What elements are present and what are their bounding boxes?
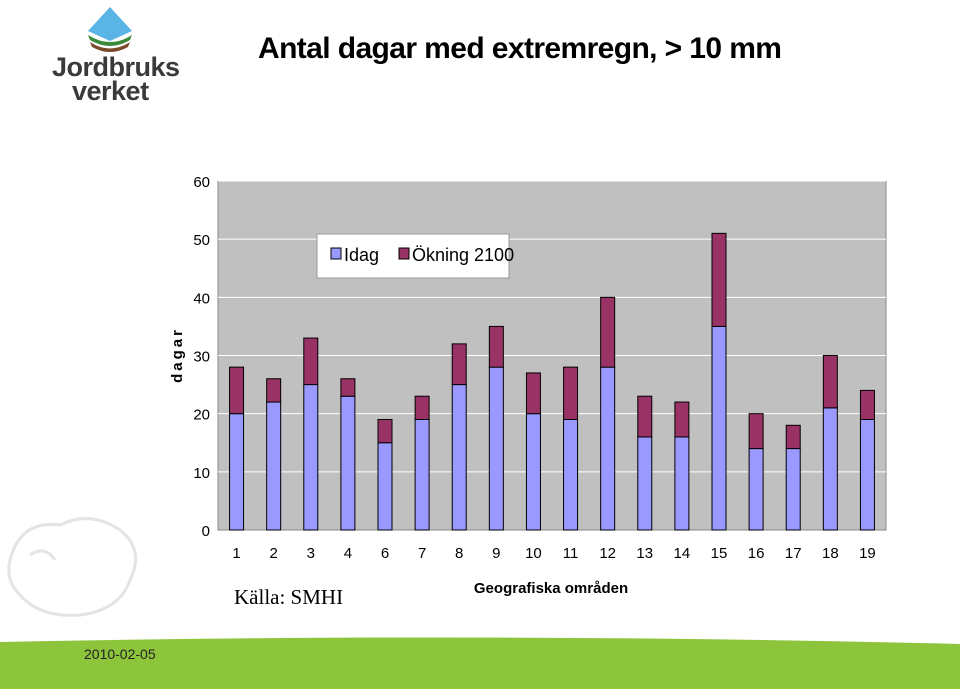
x-tick-label: 12 [599, 545, 616, 562]
y-tick-labels: 0 10 20 30 40 50 60 [193, 174, 210, 540]
bar-idag-7 [414, 418, 430, 531]
bar-idag-4 [340, 395, 356, 531]
x-tick-label: 16 [748, 545, 765, 562]
bar-okning-12 [600, 296, 616, 368]
y-axis-label: dagar [169, 327, 186, 383]
bar-okning-16 [748, 413, 764, 450]
legend-label-okning: Ökning 2100 [412, 245, 514, 265]
bar-okning-17 [785, 424, 801, 450]
y-tick-label: 60 [193, 174, 210, 191]
bar-idag-10 [525, 413, 541, 531]
cow-watermark [7, 517, 138, 617]
x-tick-label: 18 [822, 545, 839, 562]
bar-okning-3 [303, 337, 319, 386]
legend-swatch-okning [398, 247, 410, 260]
y-tick-label: 30 [193, 349, 210, 366]
bar-okning-9 [488, 325, 504, 368]
legend-label-idag: Idag [344, 245, 379, 265]
x-tick-label: 8 [455, 545, 463, 562]
x-tick-label: 2 [269, 545, 277, 562]
bar-okning-2 [266, 378, 282, 403]
bar-okning-15 [711, 232, 727, 327]
bar-okning-19 [859, 389, 875, 420]
y-tick-label: 0 [202, 523, 210, 540]
jordbruksverket-logo [88, 7, 132, 52]
logo-text-line2: verket [72, 76, 149, 106]
x-axis-label: Geografiska områden [474, 580, 628, 597]
x-tick-label: 9 [492, 545, 500, 562]
bar-okning-1 [229, 366, 245, 415]
bar-idag-12 [600, 366, 616, 531]
y-tick-label: 50 [193, 232, 210, 249]
x-tick-labels: 1 2 3 4 6 7 8 9 10 11 12 13 14 15 16 17 18 19 [232, 545, 875, 562]
bar-okning-10 [525, 372, 541, 415]
bar-idag-9 [488, 366, 504, 531]
bar-idag-3 [303, 384, 319, 531]
x-tick-label: 6 [381, 545, 389, 562]
legend: Idag Ökning 2100 [316, 233, 514, 279]
x-tick-label: 17 [785, 545, 802, 562]
footer-bar [0, 637, 960, 689]
bar-idag-16 [748, 448, 764, 531]
source-note: Källa: SMHI [234, 585, 344, 609]
logo-text-line1: Jordbruks [52, 52, 180, 82]
legend-swatch-idag [330, 247, 342, 260]
bar-idag-2 [266, 401, 282, 531]
y-tick-label: 10 [193, 465, 210, 482]
x-tick-label: 7 [418, 545, 426, 562]
x-tick-label: 1 [232, 545, 240, 562]
x-tick-label: 15 [711, 545, 728, 562]
bar-idag-1 [229, 413, 245, 531]
x-tick-label: 14 [674, 545, 691, 562]
bar-idag-6 [377, 442, 393, 531]
bar-okning-11 [563, 366, 579, 420]
bar-idag-14 [674, 436, 690, 531]
bar-idag-11 [563, 418, 579, 531]
bar-okning-8 [451, 343, 467, 386]
footer-date: 2010-02-05 [84, 646, 156, 662]
x-tick-label: 13 [636, 545, 653, 562]
bar-idag-19 [859, 418, 875, 531]
y-tick-label: 40 [193, 290, 210, 307]
x-tick-label: 19 [859, 545, 876, 562]
y-tick-label: 20 [193, 407, 210, 424]
x-tick-label: 11 [563, 545, 579, 562]
bar-okning-13 [637, 395, 653, 438]
bar-idag-17 [785, 448, 801, 531]
bar-okning-4 [340, 378, 356, 397]
bar-idag-18 [822, 407, 838, 531]
bar-idag-13 [637, 436, 653, 531]
bar-okning-6 [377, 418, 393, 444]
bar-okning-14 [674, 401, 690, 438]
x-tick-label: 3 [307, 545, 315, 562]
page-title: Antal dagar med extremregn, > 10 mm [258, 32, 782, 65]
x-tick-label: 10 [525, 545, 542, 562]
bar-okning-7 [414, 395, 430, 420]
bars [229, 232, 875, 531]
bar-okning-18 [822, 355, 838, 409]
x-tick-label: 4 [344, 545, 352, 562]
bar-idag-8 [451, 384, 467, 531]
bar-idag-15 [711, 325, 727, 531]
